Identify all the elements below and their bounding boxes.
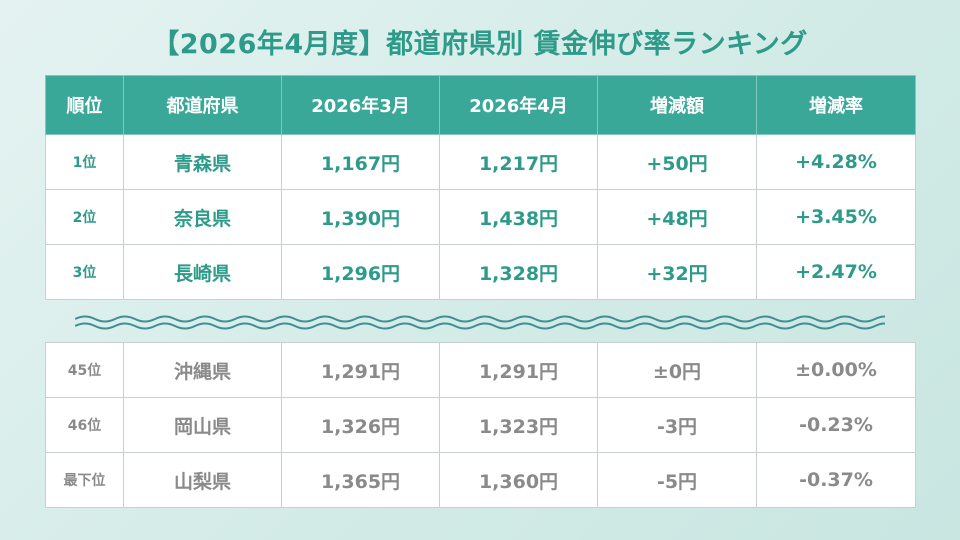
april-cell: 1,438円 <box>439 189 598 245</box>
change-cell: +50円 <box>597 134 757 190</box>
rank-cell: 2位 <box>45 189 124 245</box>
header-rank: 順位 <box>45 75 124 135</box>
table-row: 1位 青森県 1,167円 1,217円 +50円 +4.28% <box>45 134 916 190</box>
rank-cell: 3位 <box>45 244 124 300</box>
rate-cell: +4.28% <box>756 134 916 190</box>
rate-cell: +2.47% <box>756 244 916 300</box>
april-cell: 1,217円 <box>439 134 598 190</box>
march-cell: 1,326円 <box>281 397 440 453</box>
rank-cell: 46位 <box>45 397 124 453</box>
top-ranking-table: 順位 都道府県 2026年3月 2026年4月 増減額 増減率 1位 青森県 1… <box>45 75 916 300</box>
april-cell: 1,291円 <box>439 342 598 398</box>
rate-cell: +3.45% <box>756 189 916 245</box>
change-cell: -3円 <box>597 397 757 453</box>
change-cell: +32円 <box>597 244 757 300</box>
april-cell: 1,328円 <box>439 244 598 300</box>
table-row: 3位 長崎県 1,296円 1,328円 +32円 +2.47% <box>45 244 916 300</box>
wave-divider <box>75 315 885 330</box>
prefecture-cell: 青森県 <box>123 134 282 190</box>
header-rate: 増減率 <box>756 75 916 135</box>
table-row: 2位 奈良県 1,390円 1,438円 +48円 +3.45% <box>45 189 916 245</box>
header-change: 増減額 <box>597 75 757 135</box>
march-cell: 1,291円 <box>281 342 440 398</box>
april-cell: 1,323円 <box>439 397 598 453</box>
table-row: 45位 沖縄県 1,291円 1,291円 ±0円 ±0.00% <box>45 342 916 398</box>
rate-cell: -0.37% <box>756 452 916 508</box>
wave-line-upper <box>75 315 885 323</box>
rank-cell: 1位 <box>45 134 124 190</box>
change-cell: -5円 <box>597 452 757 508</box>
wave-line-lower <box>75 322 885 330</box>
change-cell: +48円 <box>597 189 757 245</box>
march-cell: 1,390円 <box>281 189 440 245</box>
page-title: 【2026年4月度】都道府県別 賃金伸び率ランキング <box>152 29 808 60</box>
march-cell: 1,365円 <box>281 452 440 508</box>
rank-cell: 最下位 <box>45 452 124 508</box>
prefecture-cell: 長崎県 <box>123 244 282 300</box>
prefecture-cell: 岡山県 <box>123 397 282 453</box>
header-prefecture: 都道府県 <box>123 75 282 135</box>
header-april: 2026年4月 <box>439 75 598 135</box>
table-row: 最下位 山梨県 1,365円 1,360円 -5円 -0.37% <box>45 452 916 508</box>
prefecture-cell: 沖縄県 <box>123 342 282 398</box>
change-cell: ±0円 <box>597 342 757 398</box>
header-march: 2026年3月 <box>281 75 440 135</box>
rate-cell: ±0.00% <box>756 342 916 398</box>
rate-cell: -0.23% <box>756 397 916 453</box>
prefecture-cell: 山梨県 <box>123 452 282 508</box>
table-header-row: 順位 都道府県 2026年3月 2026年4月 増減額 増減率 <box>45 75 916 135</box>
rank-cell: 45位 <box>45 342 124 398</box>
march-cell: 1,296円 <box>281 244 440 300</box>
table-row: 46位 岡山県 1,326円 1,323円 -3円 -0.23% <box>45 397 916 453</box>
march-cell: 1,167円 <box>281 134 440 190</box>
bottom-ranking-table: 45位 沖縄県 1,291円 1,291円 ±0円 ±0.00% 46位 岡山県… <box>45 342 916 508</box>
prefecture-cell: 奈良県 <box>123 189 282 245</box>
april-cell: 1,360円 <box>439 452 598 508</box>
